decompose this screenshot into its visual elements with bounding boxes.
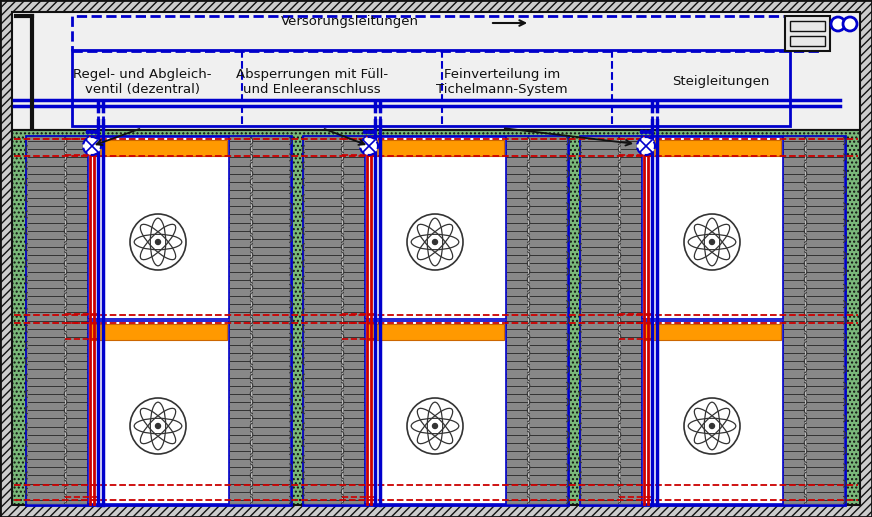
Bar: [367, 140, 504, 156]
Circle shape: [710, 239, 714, 245]
Bar: [72, 50, 790, 126]
Circle shape: [433, 423, 438, 429]
Text: Regel- und Abgleich-
ventil (dezentral): Regel- und Abgleich- ventil (dezentral): [72, 68, 211, 96]
Bar: [12, 130, 860, 505]
Bar: [229, 137, 251, 504]
Text: Versorungsleitungen: Versorungsleitungen: [281, 14, 419, 27]
Text: Steigleitungen: Steigleitungen: [672, 75, 769, 88]
Bar: [88, 321, 229, 504]
Bar: [365, 137, 506, 504]
Circle shape: [371, 130, 375, 134]
Circle shape: [367, 130, 371, 134]
Bar: [806, 137, 844, 504]
Text: Absperrungen mit Füll-
und Enleeranschluss: Absperrungen mit Füll- und Enleeranschlu…: [236, 68, 388, 96]
Bar: [66, 137, 88, 504]
Circle shape: [363, 130, 367, 134]
Bar: [642, 137, 783, 504]
Circle shape: [94, 130, 98, 134]
Bar: [642, 321, 783, 504]
Bar: [304, 137, 342, 504]
Bar: [365, 137, 506, 319]
Bar: [644, 324, 781, 340]
Circle shape: [83, 137, 101, 155]
Bar: [506, 137, 528, 504]
Circle shape: [843, 17, 857, 31]
Bar: [72, 16, 820, 51]
Bar: [90, 324, 227, 340]
Circle shape: [637, 137, 655, 155]
Circle shape: [407, 214, 463, 270]
Circle shape: [831, 17, 845, 31]
Bar: [620, 137, 642, 504]
Bar: [529, 137, 567, 504]
Bar: [12, 12, 860, 130]
Bar: [303, 136, 568, 505]
Circle shape: [155, 239, 160, 245]
Bar: [26, 136, 291, 505]
Bar: [581, 137, 619, 504]
Bar: [343, 137, 365, 504]
Bar: [88, 137, 229, 319]
Bar: [88, 137, 229, 504]
Circle shape: [684, 214, 740, 270]
Circle shape: [644, 130, 648, 134]
Bar: [644, 140, 781, 156]
Circle shape: [710, 423, 714, 429]
Circle shape: [130, 398, 186, 454]
Bar: [365, 321, 506, 504]
Bar: [27, 137, 65, 504]
Bar: [90, 140, 227, 156]
Bar: [785, 16, 830, 51]
Circle shape: [86, 130, 90, 134]
Circle shape: [130, 214, 186, 270]
Circle shape: [360, 137, 378, 155]
Bar: [367, 324, 504, 340]
Bar: [783, 137, 805, 504]
Circle shape: [155, 423, 160, 429]
Bar: [790, 36, 825, 46]
Circle shape: [684, 398, 740, 454]
Bar: [790, 21, 825, 31]
Bar: [580, 136, 845, 505]
Circle shape: [640, 130, 644, 134]
Circle shape: [90, 130, 94, 134]
Circle shape: [433, 239, 438, 245]
Bar: [252, 137, 290, 504]
Circle shape: [648, 130, 652, 134]
Circle shape: [407, 398, 463, 454]
Bar: [642, 137, 783, 319]
Text: Feinverteilung im
Tichelmann-System: Feinverteilung im Tichelmann-System: [436, 68, 568, 96]
